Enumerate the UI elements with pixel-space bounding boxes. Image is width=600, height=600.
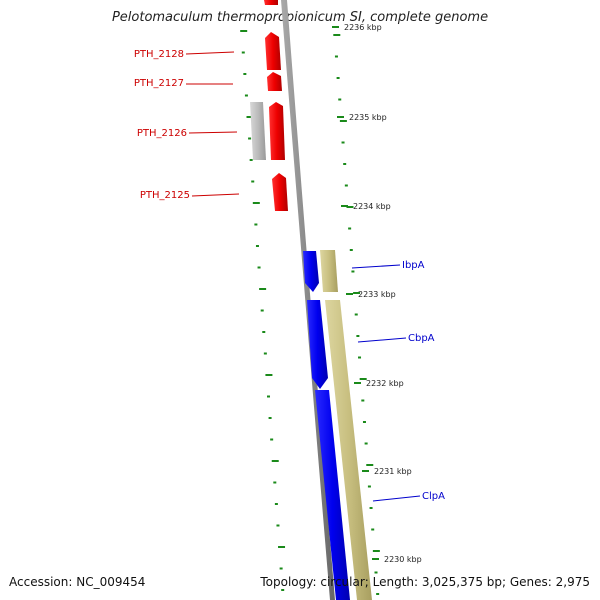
tick-dash	[273, 481, 277, 484]
khaki-feature-upper	[320, 250, 338, 292]
gene-label-left: PTH_2128	[134, 49, 184, 60]
kbp-tick-label: 2233 kbp	[358, 290, 396, 299]
kbp-tick-mark	[337, 116, 344, 118]
kbp-tick-mark	[354, 382, 361, 384]
tick-dash	[274, 503, 278, 505]
tick-dash	[344, 184, 348, 187]
khaki-feature-lower	[325, 300, 372, 600]
tick-dash	[257, 266, 261, 269]
tick-dash	[243, 73, 247, 75]
tick-dash	[359, 378, 367, 380]
tick-dash	[366, 464, 374, 466]
leader-line	[351, 264, 401, 269]
map-title: Pelotomaculum thermopropionicum SI, comp…	[111, 10, 489, 25]
tick-dash	[346, 206, 354, 208]
kbp-tick-label: 2230 kbp	[384, 555, 422, 564]
tick-dash	[333, 34, 341, 36]
gene-label-right: ClpA	[422, 491, 445, 502]
kbp-tick-label: 2236 kbp	[344, 23, 382, 32]
tick-dash	[241, 51, 245, 54]
kbp-tick-mark	[341, 205, 348, 207]
kbp-tick-mark	[362, 470, 369, 472]
tick-dash	[254, 223, 258, 226]
tick-dash	[371, 528, 375, 531]
tick-dash	[265, 374, 273, 376]
tick-dash	[263, 352, 267, 355]
tick-dash	[348, 227, 352, 230]
tick-dash	[336, 77, 340, 79]
tick-dash	[279, 567, 283, 570]
gene-pth-2127	[267, 72, 282, 91]
tick-dash	[276, 524, 280, 527]
tick-dash	[356, 335, 360, 337]
tick-dash	[249, 159, 253, 161]
tick-dash	[240, 30, 248, 32]
tick-dash	[262, 331, 266, 333]
gene-cbpa	[307, 300, 328, 389]
gene-label-left: PTH_2125	[140, 190, 190, 201]
tick-dash	[252, 202, 260, 204]
tick-dash	[367, 485, 371, 488]
leader-line	[357, 337, 407, 343]
tick-dash	[339, 120, 347, 122]
tick-dash	[259, 288, 267, 290]
gray-rna-feature	[250, 102, 266, 160]
kbp-tick-label: 2234 kbp	[353, 202, 391, 211]
gene-pth-2125	[272, 173, 288, 211]
gene-clpa	[315, 390, 350, 600]
tick-dash	[334, 55, 338, 58]
tick-dash	[246, 116, 254, 118]
tick-dash	[358, 356, 362, 359]
kbp-tick-labels: 2236 kbp 2235 kbp 2234 kbp 2233 kbp 2232 kbp…	[332, 23, 422, 564]
tick-dash	[281, 589, 285, 591]
kbp-tick-label: 2235 kbp	[349, 113, 387, 122]
tick-dash	[260, 309, 264, 312]
tick-dash	[354, 313, 358, 316]
tick-dash	[278, 546, 286, 548]
tick-dash	[267, 395, 271, 398]
tick-guides	[240, 30, 380, 595]
gene-pth-2129-partial	[264, 0, 278, 5]
tick-dash	[364, 442, 368, 445]
tick-dash	[369, 507, 373, 509]
gene-label-left: PTH_2127	[134, 78, 184, 89]
leader-line	[372, 495, 421, 502]
tick-dash	[255, 245, 259, 247]
gene-labels: PTH_2128 PTH_2127 PTH_2126 PTH_2125 IbpA CbpA…	[134, 49, 445, 502]
kbp-tick-label: 2231 kbp	[374, 467, 412, 476]
tick-dash	[349, 249, 353, 251]
leader-line	[185, 51, 235, 55]
tick-dash	[341, 141, 345, 144]
tick-dash	[270, 438, 274, 441]
tick-dash	[251, 180, 255, 183]
tick-dash	[244, 94, 248, 97]
tick-dash	[248, 137, 252, 140]
gene-label-left: PTH_2126	[137, 128, 187, 139]
gene-label-right: IbpA	[402, 260, 425, 271]
tick-dash	[268, 417, 272, 419]
accession-text: Accession: NC_009454	[9, 575, 146, 589]
tick-dash	[374, 571, 378, 574]
tick-dash	[338, 98, 342, 101]
topology-text: Topology: circular; Length: 3,025,375 bp…	[260, 575, 590, 589]
gene-pth-2128	[265, 32, 281, 70]
tick-dash	[353, 292, 361, 294]
leader-line	[188, 131, 238, 134]
tick-dash	[361, 399, 365, 402]
kbp-tick-mark	[332, 26, 339, 28]
kbp-tick-mark	[346, 293, 353, 295]
gene-pth-2126	[269, 102, 285, 160]
tick-dash	[362, 421, 366, 423]
tick-dash	[372, 550, 380, 552]
tick-dash	[376, 593, 380, 595]
kbp-tick-mark	[372, 558, 379, 560]
leader-line	[191, 193, 240, 197]
kbp-tick-label: 2232 kbp	[366, 379, 404, 388]
tick-dash	[271, 460, 279, 462]
tick-dash	[351, 270, 355, 273]
tick-dash	[343, 163, 347, 165]
gene-label-right: CbpA	[408, 333, 435, 344]
gene-ibpa	[303, 251, 319, 292]
